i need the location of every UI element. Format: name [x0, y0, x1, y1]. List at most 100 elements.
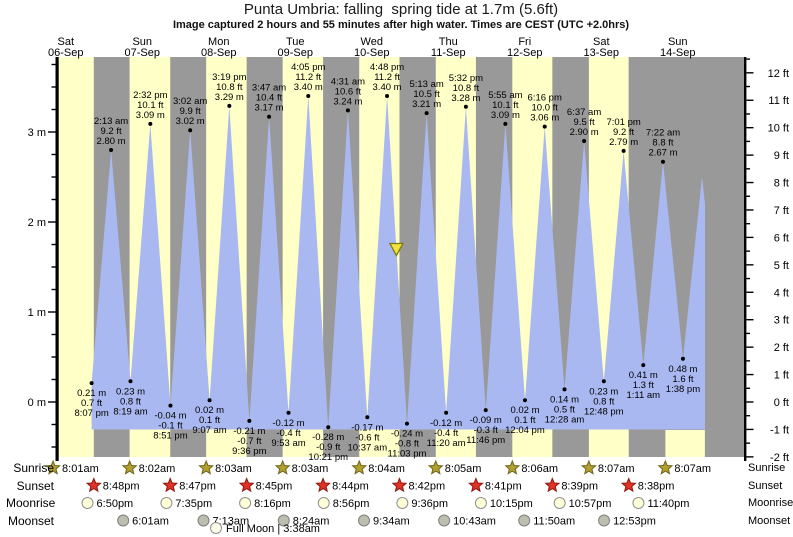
moonrise-time: 8:16pm: [254, 498, 291, 510]
tide-high-label: 6:16 pm: [528, 93, 562, 104]
tide-low-label: 9:53 am: [271, 438, 305, 449]
tide-low-label: -0.28 m: [312, 432, 344, 443]
feet-axis: [744, 57, 747, 461]
tide-extremum-dot: [483, 408, 488, 413]
day-weekday-label: Sat: [57, 36, 74, 48]
meters-tick-label: 3 m: [28, 127, 46, 139]
tide-low-label: 0.23 m: [116, 386, 145, 397]
tide-low-label: -0.3 ft: [474, 425, 499, 436]
moonset-circle-icon: [197, 514, 210, 527]
tide-high-label: 11.2 ft: [374, 72, 400, 83]
moonrise-circle-icon: [474, 497, 487, 509]
moonset-circle-icon: [598, 514, 611, 527]
sunrise-row-label-right: Sunrise: [748, 462, 786, 474]
tide-low-label: 0.5 ft: [554, 404, 575, 415]
tide-extremum-dot: [168, 403, 173, 408]
day-weekday-label: Sun: [132, 36, 152, 48]
day-date-label: 14-Sep: [660, 47, 695, 59]
feet-tick-label: 0 ft: [774, 397, 789, 409]
tide-low-label: 8:19 am: [113, 406, 147, 417]
sunset-time: 8:45pm: [256, 481, 293, 493]
feet-tick-label: 8 ft: [774, 178, 789, 190]
moonrise-circle-icon: [239, 497, 252, 509]
moonset-row-label-right: Moonset: [748, 515, 791, 527]
tide-low-label: 10:21 pm: [308, 452, 348, 463]
tide-high-label: 9.2 ft: [101, 126, 122, 137]
tide-high-label: 3.02 m: [176, 116, 205, 127]
tide-high-label: 5:32 pm: [449, 73, 483, 84]
tide-extremum-dot: [542, 124, 547, 129]
sunrise-star-icon: [274, 459, 291, 475]
sunrise-star-icon: [580, 459, 597, 475]
sunrise-star-icon: [504, 459, 521, 475]
tide-extremum-dot: [562, 387, 567, 392]
sunrise-star-icon: [657, 459, 674, 475]
day-date-label: 07-Sep: [125, 47, 160, 59]
day-weekday-label: Sat: [593, 36, 610, 48]
tide-low-label: 11:46 pm: [466, 435, 505, 446]
moonrise-time: 10:15pm: [490, 498, 533, 510]
tide-extremum-dot: [306, 94, 311, 98]
tide-low-label: -0.12 m: [430, 418, 462, 429]
tide-low-label: -0.7 ft: [237, 436, 262, 447]
meters-axis: [55, 57, 59, 461]
tide-low-label: 0.02 m: [195, 405, 224, 416]
day-weekday-label: Thu: [439, 36, 458, 48]
tide-high-label: 3.09 m: [136, 110, 165, 121]
sunrise-time: 8:07am: [674, 463, 711, 475]
moonset-time: 9:34am: [373, 516, 410, 528]
sunrise-time: 8:07am: [598, 463, 635, 475]
tide-low-label: -0.24 m: [391, 429, 423, 440]
moonset-row-label: Moonset: [7, 514, 54, 528]
tide-low-label: 0.1 ft: [514, 415, 535, 426]
tide-low-label: 9:36 pm: [232, 446, 266, 457]
tide-low-label: 12:04 pm: [505, 425, 545, 436]
tide-low-label: -0.21 m: [233, 426, 265, 437]
tide-low-label: -0.12 m: [272, 418, 304, 429]
tide-low-label: 0.14 m: [550, 394, 579, 405]
tide-high-label: 10.0 ft: [532, 103, 559, 114]
tide-extremum-dot: [286, 410, 291, 415]
full-moon-label: Full Moon: [226, 523, 275, 535]
feet-tick-label: -2 ft: [770, 452, 789, 464]
moonrise-circle-icon: [553, 497, 566, 509]
tide-high-label: 3.21 m: [412, 99, 441, 110]
sunset-time: 8:41pm: [485, 481, 522, 493]
moonrise-time: 7:35pm: [175, 498, 212, 510]
tide-high-label: 10.1 ft: [137, 100, 164, 111]
tide-low-label: 8:07 pm: [74, 408, 108, 419]
tide-extremum-dot: [207, 398, 212, 403]
moonrise-circle-icon: [396, 497, 409, 509]
day-date-label: 10-Sep: [354, 47, 389, 59]
moonrise-row-label-right: Moonrise: [748, 497, 793, 509]
tide-high-label: 7:22 am: [646, 128, 680, 139]
full-moon-time: 3:38am: [283, 523, 320, 535]
tide-high-label: 4:31 am: [331, 76, 365, 87]
sunrise-time: 8:03am: [292, 463, 329, 475]
tide-low-label: 11:03 pm: [388, 449, 427, 460]
tide-high-label: 4:48 pm: [370, 62, 404, 73]
sunset-row-label: Sunset: [16, 479, 54, 493]
moonrise-row-label: Moonrise: [6, 496, 56, 510]
sunset-time: 8:42pm: [408, 481, 445, 493]
moonset-circle-icon: [438, 514, 451, 527]
full-moon-icon: [210, 522, 222, 534]
sunrise-star-icon: [351, 459, 368, 475]
tide-extremum-dot: [621, 148, 626, 153]
feet-tick-label: 4 ft: [774, 287, 789, 299]
tide-low-label: -0.17 m: [351, 422, 383, 433]
sunset-time: 8:47pm: [179, 481, 216, 493]
tide-high-label: 3:19 pm: [212, 72, 246, 83]
tide-high-label: 10.8 ft: [453, 83, 480, 94]
moonrise-circle-icon: [317, 497, 330, 509]
feet-tick-label: 6 ft: [774, 232, 789, 244]
moonset-time: 10:43am: [453, 516, 496, 528]
tide-low-label: 0.8 ft: [120, 396, 141, 407]
sunset-star-icon: [238, 477, 255, 493]
day-date-label: 11-Sep: [431, 47, 466, 59]
sunset-time: 8:48pm: [103, 481, 140, 493]
tide-extremum-dot: [247, 418, 252, 423]
sunset-star-icon: [544, 477, 561, 493]
moonrise-circle-icon: [81, 497, 94, 509]
